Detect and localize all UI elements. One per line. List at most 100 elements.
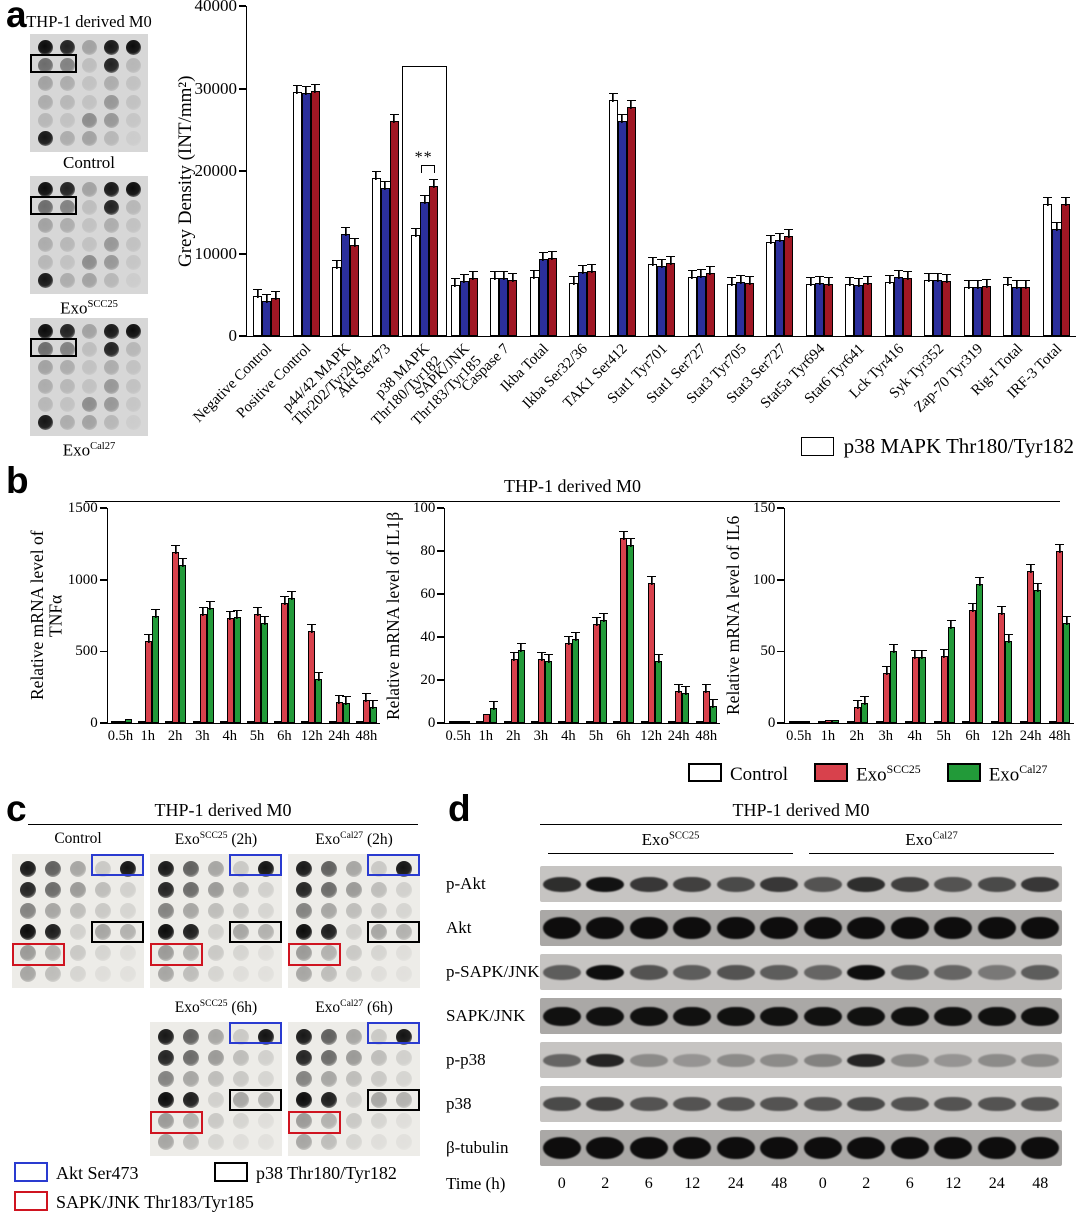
bar-white <box>371 170 381 336</box>
bar-group <box>523 250 562 336</box>
tnfa-plot-area <box>106 508 380 724</box>
x-tick-label: 3h <box>533 728 549 744</box>
blot-lane <box>584 954 628 990</box>
error-bar <box>468 271 478 281</box>
bar-red <box>429 178 439 336</box>
blot-dot <box>321 965 338 982</box>
bar-ExoSCC25 <box>674 683 684 723</box>
x-tick-cell: 12h <box>637 727 665 751</box>
bar-Control <box>558 720 566 723</box>
bar-ExoSCC25 <box>509 651 519 723</box>
blot-lane <box>627 1130 671 1166</box>
blot-dot <box>45 902 62 919</box>
x-tick-cell: 2h <box>161 727 188 751</box>
blot-dot <box>370 944 387 961</box>
bar-red <box>902 271 912 336</box>
bar-ExoCal27 <box>917 650 927 723</box>
bar-group <box>800 276 839 336</box>
bar-group <box>326 226 365 336</box>
blot-lane <box>584 1130 628 1166</box>
bar-group <box>1016 564 1045 723</box>
bar-ExoSCC25 <box>198 607 208 723</box>
x-tick-cell: 12h <box>987 727 1016 751</box>
bar-ExoSCC25 <box>1026 564 1036 723</box>
blot-dot <box>125 360 141 376</box>
bar-blue <box>1012 280 1022 336</box>
bar-ExoCal27 <box>946 619 956 723</box>
blot-dot <box>37 236 53 252</box>
blot-dot <box>45 944 62 961</box>
blot-dot <box>81 396 97 412</box>
blot-dot <box>183 881 200 898</box>
blot-lane <box>1019 1042 1063 1078</box>
x-tick-label: 24h <box>667 728 690 744</box>
x-tick-label: 0.5h <box>445 728 471 744</box>
blot-lane <box>845 910 889 946</box>
x-tick-label: 3h <box>878 728 894 744</box>
legend-item: ExoCal27 <box>946 763 1047 786</box>
error-bar <box>666 255 676 265</box>
blot-dot <box>81 360 97 376</box>
il6-y-axis: 0 50 100 150 <box>742 501 785 731</box>
protein-band <box>1021 964 1060 980</box>
error-bar <box>933 272 943 282</box>
error-bar <box>1021 279 1031 289</box>
error-bar <box>924 272 934 282</box>
western-blot-strip <box>540 866 1062 902</box>
bar-blue <box>1051 221 1061 336</box>
blot-row-label: SAPK/JNK <box>446 1006 526 1025</box>
protein-band <box>586 917 625 939</box>
error-bar <box>1042 197 1052 206</box>
blot-lane <box>627 910 671 946</box>
blot-dot <box>321 1133 338 1150</box>
blot-lane <box>627 998 671 1034</box>
bar-ExoCal27 <box>544 653 554 723</box>
bar-group <box>958 278 997 336</box>
western-blot-row: SAPK/JNK <box>446 994 1062 1038</box>
panel-b-letter: b <box>6 460 29 501</box>
y-tick-label: 20 <box>420 672 436 688</box>
error-bar <box>508 272 518 282</box>
error-bar <box>972 280 982 290</box>
bar-ExoCal27 <box>708 698 718 723</box>
blot-dot <box>183 902 200 919</box>
blot-dot <box>81 199 97 215</box>
blot-dot <box>158 860 175 877</box>
x-tick-label: 0.5h <box>107 728 134 744</box>
bar-group <box>1045 544 1074 723</box>
bar-group <box>814 720 843 723</box>
error-bar <box>626 99 636 109</box>
blot-dot <box>296 1070 313 1087</box>
bar-ExoSCC25 <box>252 607 262 723</box>
blot-dot <box>183 944 200 961</box>
bar-ExoCal27 <box>598 612 608 723</box>
blot-dot <box>59 218 75 234</box>
error-bar <box>171 545 181 555</box>
y-tick-mark <box>238 252 246 255</box>
protein-band <box>586 1137 625 1159</box>
blot-lane <box>1019 954 1063 990</box>
y-tick-mark <box>777 507 785 509</box>
blot-dot <box>232 860 249 877</box>
protein-band <box>977 1053 1016 1067</box>
blot-dot <box>395 1091 412 1108</box>
bar-ExoSCC25 <box>646 576 656 723</box>
blot-dot <box>207 1070 224 1087</box>
error-bar <box>544 653 554 663</box>
blot-dot <box>81 378 97 394</box>
bar-Control <box>274 721 282 723</box>
p38-legend-label: p38 MAPK Thr180/Tyr182 <box>843 434 1074 458</box>
error-bar <box>205 601 215 611</box>
blot-dot <box>69 923 86 940</box>
x-tick-label: 1h <box>140 728 155 744</box>
blot-dot <box>81 39 97 55</box>
protein-band <box>803 1137 842 1159</box>
blot-dot <box>321 1112 338 1129</box>
bar-Control <box>448 720 456 723</box>
blot-dot <box>207 1133 224 1150</box>
superscript: Cal27 <box>932 830 958 842</box>
blot-lane <box>845 954 889 990</box>
error-bar <box>178 558 188 568</box>
error-bar <box>350 238 360 248</box>
bar-ExoSCC25 <box>1055 544 1065 723</box>
